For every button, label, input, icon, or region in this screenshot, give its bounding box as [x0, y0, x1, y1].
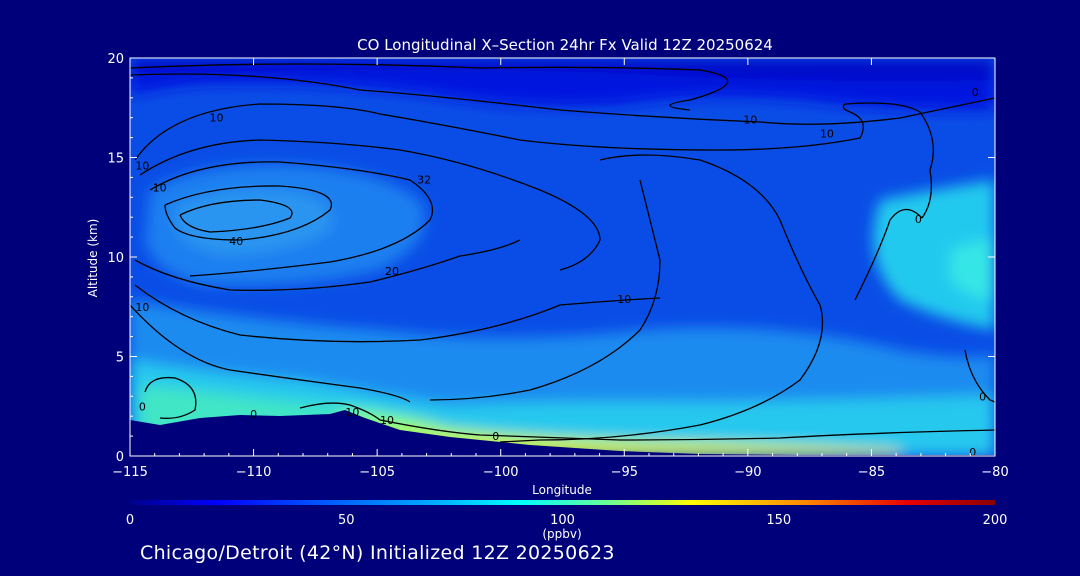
colorbar-unit: (ppbv): [542, 527, 581, 541]
contour-label: 10: [743, 114, 757, 127]
contour-line: [130, 304, 411, 403]
contour-label: 10: [380, 414, 394, 427]
contour-label: 0: [492, 430, 499, 443]
contour-line: [299, 402, 381, 421]
x-tick-label: −90: [734, 465, 761, 480]
contour-line: [179, 199, 293, 233]
contour-label: 0: [979, 390, 986, 403]
x-tick-label: −110: [236, 465, 272, 480]
contour-label: 10: [617, 293, 631, 306]
contour-labels: 10 10 10 0 10 10 32 40 20 10 0 10 0 0 10 10 0 0 0: [135, 86, 986, 459]
contour-line: [379, 419, 995, 441]
y-tick-label: 0: [116, 450, 124, 465]
y-tick-label: 5: [116, 351, 124, 366]
y-tick-label: 20: [107, 52, 124, 67]
chart-title: CO Longitudinal X–Section 24hr Fx Valid …: [357, 36, 773, 54]
contour-label: 0: [915, 213, 922, 226]
y-axis-label: Altitude (km): [86, 219, 100, 298]
contour-label: 0: [139, 400, 146, 413]
contour-line: [499, 154, 824, 443]
contour-line: [130, 63, 729, 111]
contour-line: [149, 161, 434, 277]
x-axis-label: Longitude: [532, 483, 592, 497]
y-tick-label: 10: [107, 251, 124, 266]
contour-lines: [130, 63, 995, 443]
contour-line: [144, 376, 197, 419]
contour-label: 10: [135, 301, 149, 314]
y-tick-label: 15: [107, 152, 124, 167]
field-right-light: [873, 180, 995, 330]
contour-line: [130, 73, 995, 125]
contour-label: 20: [385, 265, 399, 278]
colorbar-tick-label: 50: [338, 513, 355, 528]
colorbar: [130, 500, 995, 505]
contour-label: 10: [345, 406, 359, 419]
x-tick-label: −100: [483, 465, 519, 480]
colorbar-ticks: 0 50 100 150 200: [126, 513, 1008, 528]
x-tick-label: −115: [112, 465, 148, 480]
colorbar-tick-label: 150: [766, 513, 791, 528]
colorbar-tick-label: 0: [126, 513, 134, 528]
contour-label: 32: [417, 173, 431, 186]
field-right-cyan: [950, 240, 995, 300]
contour-label: 10: [135, 159, 149, 172]
x-tick-label: −80: [981, 465, 1008, 480]
contour-line: [964, 349, 995, 403]
contour-line: [134, 239, 521, 291]
x-tick-label: −105: [359, 465, 395, 480]
colorbar-tick-label: 200: [983, 513, 1008, 528]
contour-line: [139, 139, 601, 271]
contour-label: 10: [153, 181, 167, 194]
colorbar-tick-label: 100: [550, 513, 575, 528]
contour-label: 10: [210, 112, 224, 125]
x-axis: −115 −110 −105 −100 −95 −90 −85 −80: [112, 58, 1009, 480]
concentration-field: 10 10 10 0 10 10 32 40 20 10 0 10 0 0 10 10 0 0 0: [130, 58, 995, 459]
contour-line: [134, 284, 661, 343]
contour-label: 0: [972, 86, 979, 99]
contour-line: [134, 103, 864, 161]
contour-line: [429, 179, 661, 401]
contour-label: 10: [820, 128, 834, 141]
contour-label: 0: [969, 446, 976, 459]
contour-line: [164, 185, 333, 241]
contour-label: 40: [229, 235, 243, 248]
y-axis: 0 5 10 15 20: [107, 52, 995, 465]
contour-line: [844, 102, 934, 219]
x-tick-label: −85: [858, 465, 885, 480]
footer-caption: Chicago/Detroit (42°N) Initialized 12Z 2…: [140, 542, 615, 564]
terrain: [130, 410, 995, 456]
x-tick-label: −95: [611, 465, 638, 480]
contour-line: [854, 208, 923, 301]
contour-label: 0: [250, 408, 257, 421]
